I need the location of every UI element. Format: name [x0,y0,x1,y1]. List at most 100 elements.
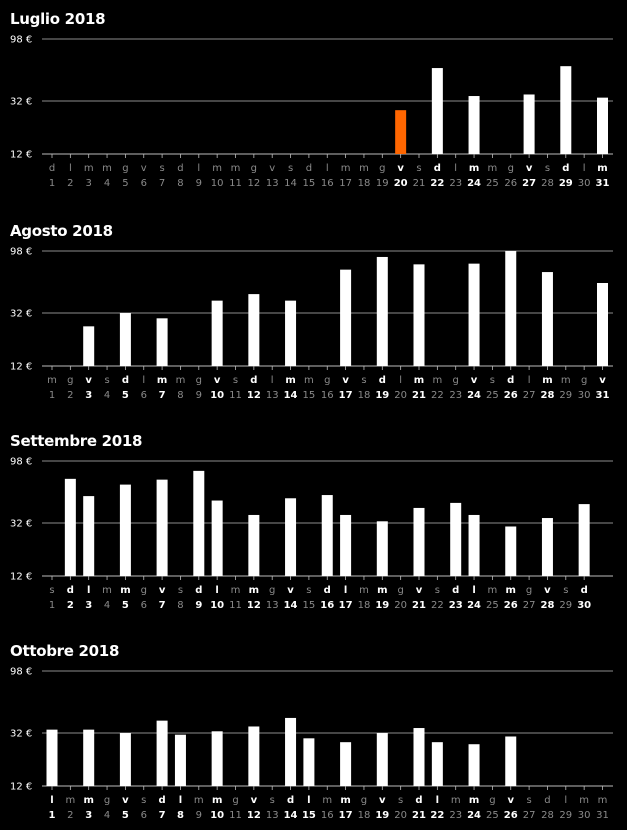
day-number-label[interactable]: 17 [339,810,353,821]
price-bar[interactable] [64,478,76,576]
day-number-label[interactable]: 10 [210,390,224,401]
day-number-label[interactable]: 31 [596,390,610,401]
price-bar[interactable] [46,729,58,786]
day-number-label[interactable]: 24 [467,390,481,401]
price-bar[interactable] [211,731,223,786]
day-number-label[interactable]: 2 [67,600,74,611]
day-number-label[interactable]: 10 [210,810,224,821]
day-number-label[interactable]: 27 [522,178,536,189]
day-number-label[interactable]: 31 [596,178,610,189]
price-bar[interactable] [211,300,223,366]
price-bar[interactable] [83,729,95,786]
price-bar[interactable] [597,283,608,366]
price-bar[interactable] [321,495,333,576]
day-number-label[interactable]: 9 [195,600,202,611]
price-bar[interactable] [468,744,480,786]
day-number-label[interactable]: 24 [467,178,481,189]
day-number-label[interactable]: 7 [159,390,166,401]
day-number-label[interactable]: 30 [577,600,591,611]
day-number-label[interactable]: 21 [412,810,426,821]
price-bar[interactable] [468,96,480,154]
day-number-label[interactable]: 12 [247,600,261,611]
price-bar[interactable] [505,251,517,366]
price-bar[interactable] [193,470,205,576]
price-bar[interactable] [248,726,260,786]
price-bar-selected[interactable] [395,110,407,154]
day-number-label[interactable]: 28 [540,600,554,611]
price-bar[interactable] [413,507,425,576]
price-bar[interactable] [303,738,315,786]
price-bar[interactable] [340,514,352,576]
day-number-label[interactable]: 17 [339,600,353,611]
day-number-label[interactable]: 17 [339,390,353,401]
day-number-label[interactable]: 12 [247,810,261,821]
price-bar[interactable] [431,68,443,154]
price-bar[interactable] [505,736,517,786]
price-bar[interactable] [156,318,168,366]
day-number-label[interactable]: 24 [467,600,481,611]
day-number-label[interactable]: 22 [430,178,444,189]
day-number-label[interactable]: 5 [122,600,129,611]
day-number-label[interactable]: 21 [412,390,426,401]
price-bar[interactable] [468,514,480,576]
price-bar[interactable] [376,733,388,786]
price-bar[interactable] [578,504,590,576]
price-bar[interactable] [174,734,186,786]
day-number-label[interactable]: 22 [430,810,444,821]
day-number-label[interactable]: 26 [504,810,518,821]
price-bar[interactable] [340,269,352,366]
price-bar[interactable] [285,498,297,576]
price-bar[interactable] [431,742,443,786]
price-bar[interactable] [248,514,260,576]
day-number-label[interactable]: 1 [49,810,56,821]
price-bar[interactable] [541,272,553,366]
price-bar[interactable] [156,479,168,576]
day-number-label[interactable]: 14 [284,600,298,611]
day-number-label[interactable]: 8 [177,810,184,821]
day-number-label[interactable]: 26 [504,390,518,401]
price-bar[interactable] [450,502,462,576]
price-bar[interactable] [468,263,480,366]
day-number-label[interactable]: 3 [85,390,92,401]
price-bar[interactable] [83,496,95,576]
price-bar[interactable] [119,733,131,786]
day-number-label[interactable]: 12 [247,390,261,401]
price-bar[interactable] [211,500,223,576]
day-number-label[interactable]: 28 [540,390,554,401]
price-bar[interactable] [285,300,297,366]
day-number-label[interactable]: 3 [85,810,92,821]
price-bar[interactable] [119,484,131,576]
price-bar[interactable] [505,526,517,576]
price-bar[interactable] [523,94,535,154]
price-bar[interactable] [376,256,388,366]
day-number-label[interactable]: 3 [85,600,92,611]
price-bar[interactable] [248,294,260,366]
day-number-label[interactable]: 23 [449,600,463,611]
price-bar[interactable] [119,313,131,366]
day-number-label[interactable]: 15 [302,810,316,821]
price-bar[interactable] [376,521,388,576]
day-number-label[interactable]: 14 [284,390,298,401]
price-bar[interactable] [413,728,425,786]
day-number-label[interactable]: 7 [159,600,166,611]
price-bar[interactable] [285,717,297,786]
price-bar[interactable] [597,97,608,154]
price-bar[interactable] [413,264,425,366]
price-bar[interactable] [156,720,168,786]
day-number-label[interactable]: 21 [412,600,426,611]
day-number-label[interactable]: 7 [159,810,166,821]
day-number-label[interactable]: 5 [122,390,129,401]
price-bar[interactable] [340,742,352,786]
day-number-label[interactable]: 16 [320,600,334,611]
day-number-label[interactable]: 5 [122,810,129,821]
day-number-label[interactable]: 19 [375,600,389,611]
price-bar[interactable] [83,326,95,366]
price-bar[interactable] [560,66,572,154]
day-number-label[interactable]: 19 [375,810,389,821]
day-number-label[interactable]: 10 [210,600,224,611]
price-bar[interactable] [541,518,553,576]
day-number-label[interactable]: 26 [504,600,518,611]
day-number-label[interactable]: 14 [284,810,298,821]
day-number-label[interactable]: 19 [375,390,389,401]
day-number-label[interactable]: 24 [467,810,481,821]
